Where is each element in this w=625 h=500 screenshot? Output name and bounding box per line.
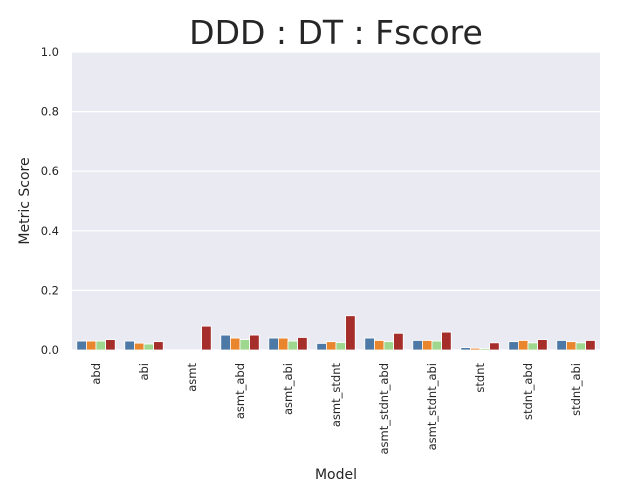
bar (95, 340, 107, 351)
bar (143, 343, 155, 351)
bar (287, 340, 299, 351)
y-tick-label: 0.4 (41, 224, 59, 238)
bar (316, 343, 327, 351)
bar (105, 339, 116, 351)
x-tick-label: stdnt_abd (521, 363, 535, 420)
bar (460, 347, 471, 351)
bar (364, 337, 375, 351)
x-axis-label: Model (315, 467, 357, 483)
x-tick-label: asmt (185, 363, 199, 392)
bar (421, 340, 433, 351)
bar (335, 342, 347, 351)
x-tick-label: asmt_abi (281, 363, 295, 415)
x-tick-labels: abd abi asmt asmt_abd asmt_abi asmt_stdnt asmt… (89, 363, 583, 455)
bar (566, 341, 577, 351)
bar (229, 337, 241, 351)
x-tick-label: asmt_stdnt_abd (377, 363, 391, 455)
bar (220, 334, 231, 351)
bar (527, 342, 539, 351)
bar (86, 340, 97, 351)
bar (325, 341, 337, 351)
bar (345, 315, 356, 351)
x-tick-label: abd (89, 363, 103, 385)
bar (133, 342, 145, 351)
x-tick-label: asmt_stdnt (329, 363, 343, 428)
bar (518, 340, 529, 351)
bar (249, 334, 260, 351)
bar (556, 340, 567, 351)
bar (239, 339, 251, 351)
bar (469, 347, 481, 351)
bar (383, 341, 395, 351)
chart-title: DDD : DT : Fscore (189, 13, 483, 52)
bar (393, 332, 404, 351)
bar (508, 341, 519, 351)
bar (575, 342, 587, 351)
bar (201, 325, 212, 351)
y-axis-label: Metric Score (17, 157, 33, 244)
y-tick-label: 0.6 (41, 164, 59, 178)
bar (585, 340, 596, 351)
bar (268, 337, 279, 351)
x-tick-label: stdnt (473, 363, 487, 393)
x-tick-label: asmt_abd (233, 363, 247, 419)
y-tick-label: 0.0 (41, 343, 59, 357)
y-tick-label: 1.0 (41, 45, 59, 59)
bar (124, 340, 135, 351)
plot-area (72, 52, 600, 350)
bar (431, 340, 443, 351)
bar (373, 340, 385, 351)
bar (76, 340, 87, 351)
bar (537, 339, 548, 351)
y-tick-label: 0.8 (41, 105, 59, 119)
x-tick-label: stdnt_abi (569, 363, 583, 416)
bar (412, 340, 423, 351)
bar (153, 341, 164, 351)
y-tick-labels: 0.0 0.2 0.4 0.6 0.8 1.0 (41, 45, 59, 357)
bar (441, 331, 452, 351)
y-tick-label: 0.2 (41, 283, 59, 297)
x-tick-label: asmt_stdnt_abi (425, 363, 439, 450)
bars (76, 315, 596, 351)
x-tick-label: abi (137, 363, 151, 381)
bar (489, 342, 500, 351)
bar (297, 337, 308, 351)
bar (277, 337, 289, 351)
bar (479, 348, 491, 351)
